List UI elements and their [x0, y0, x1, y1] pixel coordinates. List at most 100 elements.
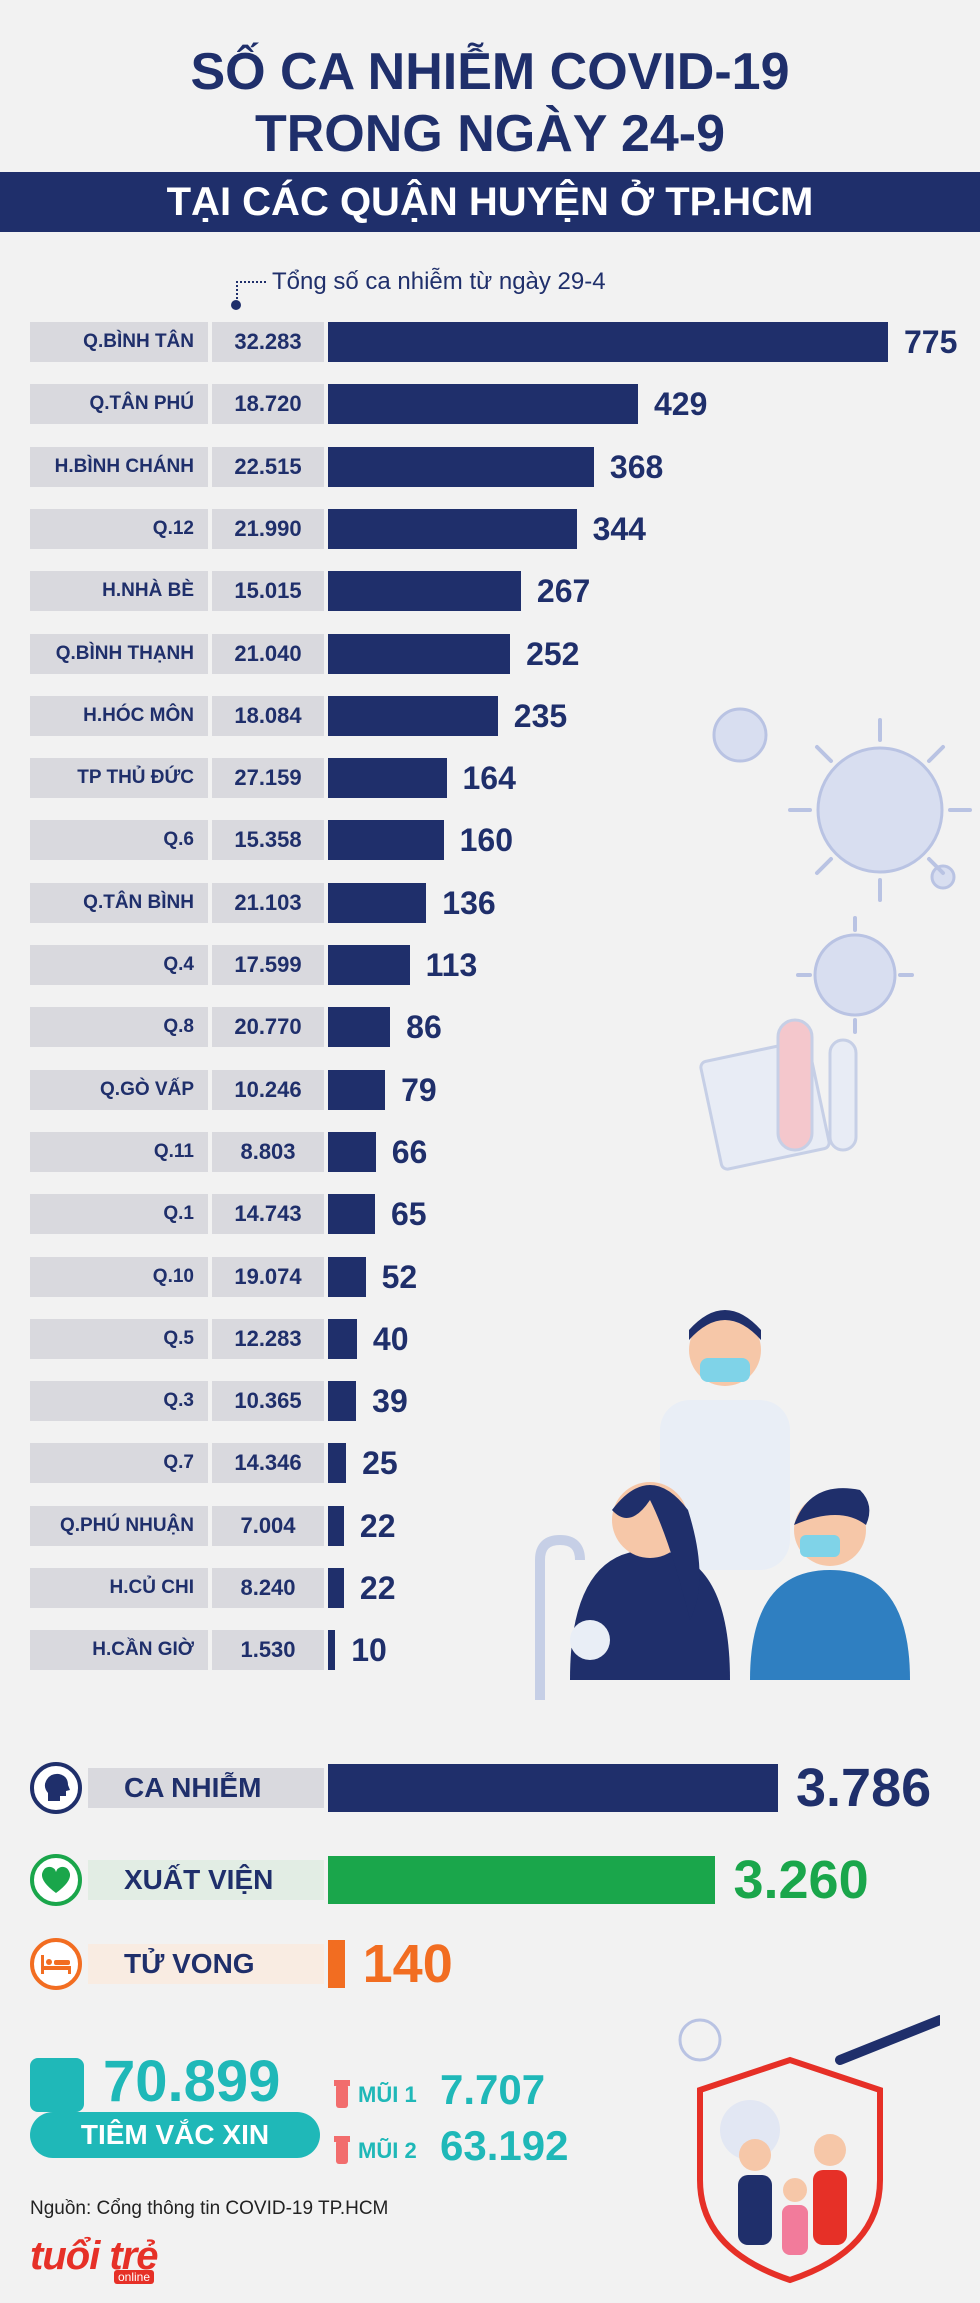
heart-icon — [30, 1854, 82, 1906]
cumulative-total: 10.246 — [212, 1069, 324, 1110]
note-connector — [236, 281, 266, 283]
brand-logo-sub: online — [114, 2270, 155, 2284]
bar-value-label: 40 — [372, 1320, 409, 1357]
dose2-value: 63.192 — [440, 2122, 569, 2169]
bar — [328, 820, 444, 861]
cumulative-total: 20.770 — [212, 1007, 324, 1048]
district-label: Q.BÌNH TÂN — [30, 322, 208, 362]
bar — [328, 945, 410, 985]
district-label: Q.5 — [30, 1318, 208, 1359]
bar — [328, 1443, 347, 1484]
cumulative-total: 7.004 — [212, 1505, 324, 1546]
bar-value-label: 113 — [425, 947, 478, 983]
bar — [328, 882, 427, 923]
chart-note: Tổng số ca nhiễm từ ngày 29-4 — [272, 268, 606, 295]
cumulative-total: 21.040 — [212, 633, 324, 674]
bar-value-label: 22 — [359, 1570, 396, 1606]
district-label: H.HÓC MÔN — [30, 695, 208, 736]
bar — [328, 695, 498, 736]
summary-bar — [328, 1764, 778, 1812]
bar-value-label: 252 — [526, 635, 580, 672]
bar — [328, 384, 638, 425]
vial-icon — [334, 2136, 350, 2164]
summary-label: CA NHIỄM — [88, 1768, 324, 1808]
cumulative-total: 18.084 — [212, 695, 324, 736]
district-label: H.NHÀ BÈ — [30, 571, 208, 612]
cumulative-total: 27.159 — [212, 758, 324, 799]
cumulative-total: 19.074 — [212, 1256, 324, 1297]
district-label: Q.7 — [30, 1443, 208, 1484]
vaccine-total: 70.899 — [103, 2049, 281, 2114]
bar-value-label: 136 — [442, 884, 496, 921]
bar — [328, 446, 594, 487]
bar — [328, 1568, 344, 1608]
title-line-2: TRONG NGÀY 24-9 — [254, 105, 726, 163]
source-note: Nguồn: Cổng thông tin COVID-19 TP.HCM — [30, 2198, 389, 2219]
bar-value-label: 66 — [391, 1133, 428, 1170]
district-label: Q.4 — [30, 945, 208, 985]
district-label: H.CẦN GIỜ — [30, 1630, 208, 1671]
cumulative-total: 15.358 — [212, 820, 324, 861]
bar-value-label: 65 — [390, 1196, 427, 1233]
bar — [328, 633, 511, 674]
district-label: Q.TÂN PHÚ — [30, 384, 208, 425]
bar-value-label: 52 — [381, 1258, 418, 1295]
test-tubes-illustration — [699, 1018, 858, 1171]
bar-value-label: 429 — [653, 386, 708, 423]
cumulative-total: 21.103 — [212, 882, 324, 923]
district-label: H.CỦ CHI — [30, 1568, 208, 1608]
bar — [328, 1256, 366, 1297]
district-label: Q.8 — [30, 1007, 208, 1048]
district-label: Q.11 — [30, 1131, 208, 1172]
bed-icon — [30, 1938, 82, 1990]
district-label: Q.10 — [30, 1256, 208, 1297]
bar-value-label: 39 — [372, 1383, 408, 1420]
bar-value-label: 10 — [351, 1632, 387, 1669]
dose1-label: MŨI 1 — [358, 2082, 417, 2107]
bar-value-label: 368 — [609, 448, 664, 485]
district-label: Q.GÒ VẤP — [30, 1069, 208, 1110]
district-label: Q.TÂN BÌNH — [30, 882, 208, 923]
summary-bar — [328, 1856, 716, 1904]
bar — [328, 322, 888, 362]
dose1-value: 7.707 — [440, 2066, 546, 2113]
cumulative-total: 17.599 — [212, 945, 324, 985]
cumulative-total: 22.515 — [212, 446, 324, 487]
summary-value: 3.260 — [733, 1850, 869, 1910]
cumulative-total: 12.283 — [212, 1318, 324, 1359]
summary-value: 3.786 — [796, 1758, 932, 1818]
title-line-1: SỐ CA NHIỄM COVID-19 — [190, 43, 790, 101]
cumulative-total: 14.346 — [212, 1443, 324, 1484]
cumulative-total: 14.743 — [212, 1194, 324, 1235]
bar — [328, 758, 447, 799]
summary-bar — [328, 1940, 345, 1988]
bar — [328, 1194, 375, 1235]
bar-value-label: 775 — [904, 324, 958, 360]
bar-value-label: 22 — [359, 1507, 396, 1544]
bar-value-label: 79 — [401, 1071, 437, 1108]
summary-label: TỬ VONG — [88, 1944, 324, 1984]
bar — [328, 508, 577, 549]
bar — [328, 1505, 344, 1546]
subtitle-band: TẠI CÁC QUẬN HUYỆN Ở TP.HCM — [0, 172, 980, 232]
cumulative-total: 8.803 — [212, 1131, 324, 1172]
cumulative-total: 32.283 — [212, 322, 324, 362]
bar-value-label: 235 — [513, 697, 568, 734]
cumulative-total: 10.365 — [212, 1381, 324, 1422]
cumulative-total: 1.530 — [212, 1630, 324, 1671]
cumulative-total: 15.015 — [212, 571, 324, 612]
bar — [328, 1069, 386, 1110]
summary-label: XUẤT VIỆN — [88, 1860, 324, 1900]
district-label: Q.PHÚ NHUẬN — [30, 1505, 208, 1546]
vial-icon — [334, 2080, 350, 2108]
district-label: Q.6 — [30, 820, 208, 861]
bar-value-label: 160 — [459, 822, 513, 859]
district-label: Q.1 — [30, 1194, 208, 1235]
syringe-icon — [30, 2058, 84, 2112]
district-label: Q.12 — [30, 508, 208, 549]
cumulative-total: 18.720 — [212, 384, 324, 425]
bar — [328, 1630, 336, 1671]
bar — [328, 1318, 357, 1359]
virus-illustration — [699, 707, 972, 1171]
bar — [328, 571, 521, 612]
